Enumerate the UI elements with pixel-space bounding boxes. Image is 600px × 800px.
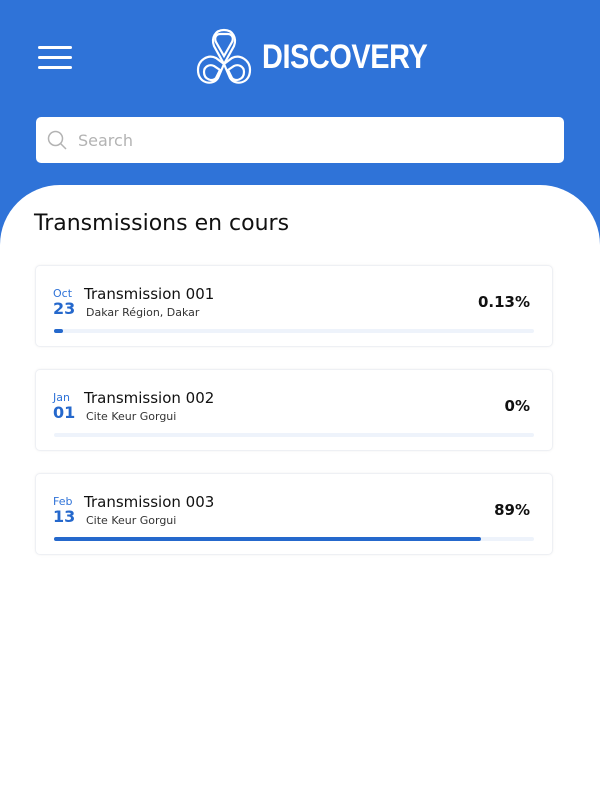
hamburger-menu-icon[interactable] <box>38 44 74 70</box>
transmission-name: Transmission 001 <box>84 285 215 303</box>
trefoil-knot-logo <box>196 28 252 84</box>
transmission-card[interactable]: Jan 01 Transmission 002 Cite Keur Gorgui… <box>35 369 553 451</box>
transmission-location: Cite Keur Gorgui <box>86 514 177 527</box>
transmission-card[interactable]: Oct 23 Transmission 001 Dakar Région, Da… <box>35 265 553 347</box>
search-icon <box>47 130 67 150</box>
date-badge: Oct 23 <box>53 288 75 318</box>
progress-bar <box>54 433 534 437</box>
date-month: Feb <box>53 495 73 508</box>
progress-bar <box>54 329 534 333</box>
date-month: Jan <box>53 391 70 404</box>
brand-logo: DISCOVERY <box>192 26 457 88</box>
transmission-name: Transmission 003 <box>84 493 215 511</box>
transmission-location: Cite Keur Gorgui <box>86 410 177 423</box>
progress-percent: 0% <box>504 397 530 415</box>
brand-name: DISCOVERY <box>262 37 428 76</box>
search-input[interactable] <box>76 129 520 151</box>
date-badge: Feb 13 <box>53 496 75 526</box>
transmission-name: Transmission 002 <box>84 389 215 407</box>
date-month: Oct <box>53 287 73 300</box>
date-day: 13 <box>53 507 76 526</box>
main-panel: Transmissions en cours Oct 23 Transmissi… <box>0 185 600 800</box>
progress-percent: 89% <box>494 501 530 519</box>
progress-percent: 0.13% <box>477 293 530 311</box>
page-title: Transmissions en cours <box>34 211 290 236</box>
progress-bar <box>54 537 534 541</box>
progress-fill <box>54 329 63 333</box>
date-day: 01 <box>53 403 76 422</box>
progress-fill <box>54 537 482 541</box>
date-day: 23 <box>53 299 76 318</box>
transmission-card[interactable]: Feb 13 Transmission 003 Cite Keur Gorgui… <box>35 473 553 555</box>
search-bar[interactable] <box>36 117 564 163</box>
transmission-location: Dakar Région, Dakar <box>86 306 200 319</box>
date-badge: Jan 01 <box>53 392 75 422</box>
